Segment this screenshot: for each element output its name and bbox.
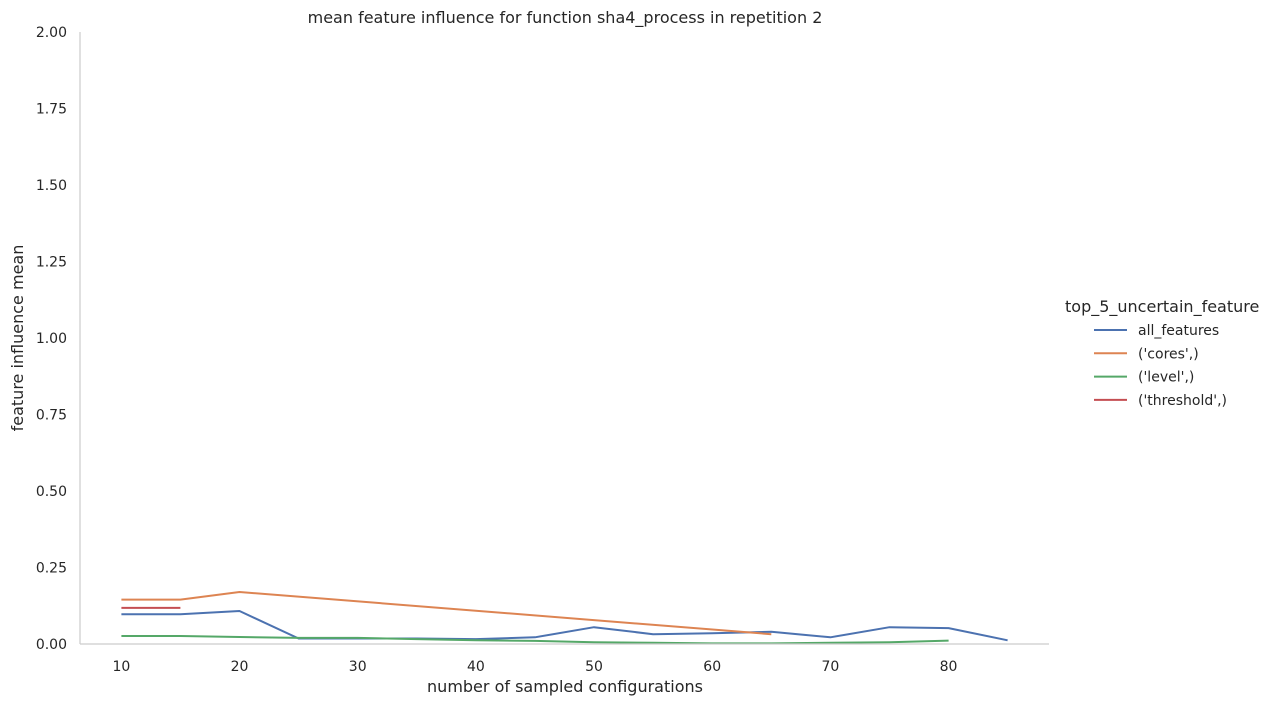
x-tick-label: 20	[231, 659, 249, 675]
legend: top_5_uncertain_feature all_features ('co…	[1065, 297, 1259, 409]
x-tick-label: 10	[112, 659, 130, 675]
y-tick-label: 0.75	[36, 408, 67, 424]
legend-title: top_5_uncertain_feature	[1065, 297, 1259, 317]
y-axis-label: feature influence mean	[8, 245, 27, 432]
y-axis-ticks: 0.00 0.25 0.50 0.75 1.00 1.25 1.50 1.75 2.00	[36, 25, 67, 653]
y-tick-label: 0.00	[36, 637, 67, 653]
series-line-2	[121, 635, 949, 645]
x-axis-ticks: 10 20 30 40 50 60 70 80	[112, 659, 957, 675]
x-axis-label: number of sampled configurations	[427, 677, 703, 696]
plot-area	[121, 591, 1008, 645]
x-tick-label: 70	[821, 659, 839, 675]
y-tick-label: 0.25	[36, 561, 67, 577]
y-tick-label: 1.75	[36, 102, 67, 118]
legend-label: ('cores',)	[1138, 346, 1199, 362]
legend-label: all_features	[1138, 323, 1219, 339]
y-tick-label: 1.00	[36, 331, 67, 347]
x-tick-label: 80	[940, 659, 958, 675]
x-tick-label: 60	[703, 659, 721, 675]
y-tick-label: 1.50	[36, 178, 67, 194]
x-tick-label: 40	[467, 659, 485, 675]
chart-title: mean feature influence for function sha4…	[308, 8, 823, 28]
x-tick-label: 30	[349, 659, 367, 675]
legend-label: ('level',)	[1138, 370, 1194, 386]
y-tick-label: 0.50	[36, 484, 67, 500]
y-tick-label: 1.25	[36, 255, 67, 271]
x-tick-label: 50	[585, 659, 603, 675]
series-line-0	[121, 610, 1008, 642]
series-line-1	[121, 591, 772, 636]
legend-label: ('threshold',)	[1138, 393, 1227, 409]
y-tick-label: 2.00	[36, 25, 67, 41]
